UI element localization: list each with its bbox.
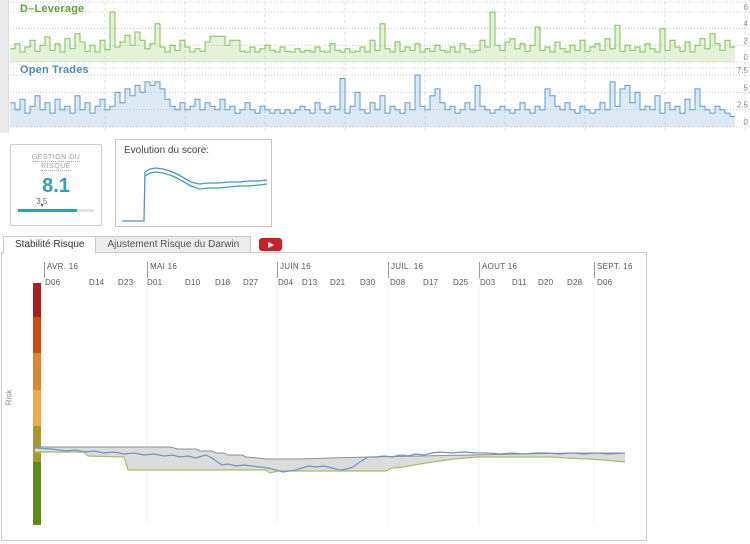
risk-color-scale (33, 283, 41, 525)
month-label: AOUT 16 (482, 262, 518, 271)
series-line (10, 11, 735, 53)
score-line (122, 167, 268, 222)
risk-tabs: Stabilité Risque Ajustement Risque du Da… (3, 236, 283, 254)
open-trades-chart-title: Open Trades (20, 64, 89, 76)
day-label: D04 (278, 278, 294, 287)
score-evolution-chart (122, 167, 268, 222)
day-label: D08 (390, 278, 406, 287)
gauge-title-line2: RISQUE (41, 163, 71, 171)
month-tick (147, 262, 148, 278)
risk-band-fill (35, 447, 625, 473)
gauge-score-value: 8.1 (42, 175, 70, 197)
month-tick (479, 262, 480, 278)
score-evolution-card: Evolution du score: (115, 139, 272, 227)
day-label: D03 (480, 278, 496, 287)
day-label: D23 (118, 278, 134, 287)
risk-stability-chart (34, 285, 626, 525)
day-label: D01 (147, 278, 163, 287)
month-tick (44, 262, 45, 278)
gauge-progress-fill (18, 209, 78, 212)
day-label: D28 (567, 278, 583, 287)
risk-scale-segment (33, 353, 41, 390)
y-axis-tick-label: 6 (744, 3, 749, 12)
var-green-line (35, 451, 626, 474)
score-line (144, 171, 268, 190)
gauge-title: GESTION DU RISQUE (11, 153, 101, 171)
y-axis-tick-label: 7.5 (737, 66, 749, 75)
top-timeseries-charts: 6 4 2 0 7.5 5 2.5 0 (10, 1, 750, 133)
series-fill (10, 12, 735, 62)
marker-down-icon: ▼ (39, 203, 45, 209)
day-label: D25 (453, 278, 469, 287)
risk-stability-panel: Risk AVR. 16 MAI 16 JUIN 16 JUIL. 16 AOUT 16… (1, 252, 647, 541)
var-blue-line (34, 447, 626, 473)
y-axis-tick-label: 4 (744, 20, 749, 29)
day-label: D30 (360, 278, 376, 287)
score-evolution-label: Evolution du score: (124, 145, 210, 156)
month-tick (594, 262, 595, 278)
risk-management-gauge: GESTION DU RISQUE 8.1 3,5 ▼ (10, 144, 102, 226)
series-fill (10, 75, 735, 127)
day-label: D10 (185, 278, 201, 287)
tab-ajustement-risque[interactable]: Ajustement Risque du Darwin (96, 236, 252, 253)
y-axis-tick-label: 0 (744, 118, 749, 127)
month-label: JUIL. 16 (391, 262, 424, 271)
day-label: D06 (45, 278, 61, 287)
gauge-progress-bar (18, 209, 94, 212)
month-tick (277, 262, 278, 278)
y-axis-tick-label: 5 (744, 83, 749, 92)
month-label: MAI 16 (150, 262, 178, 271)
band-top-line (35, 446, 625, 460)
gauge-title-line1: GESTION DU (31, 154, 81, 162)
risk-scale-segment (33, 317, 41, 353)
y-axis-tick-label: 2 (744, 36, 749, 45)
day-label: D21 (330, 278, 346, 287)
tab-stabilite-risque[interactable]: Stabilité Risque (3, 236, 97, 254)
month-label: SEPT. 16 (597, 262, 633, 271)
risk-scale-segment (33, 462, 41, 525)
day-label: D20 (538, 278, 554, 287)
y-axis-tick-label: 0 (744, 53, 749, 62)
day-label: D18 (215, 278, 231, 287)
page-edge-strip (0, 0, 9, 133)
day-label: D11 (512, 278, 527, 287)
play-icon (267, 241, 274, 248)
month-label: JUIN 16 (280, 262, 311, 271)
day-label: D13 (302, 278, 318, 287)
day-label: D14 (89, 278, 105, 287)
day-label: D27 (243, 278, 259, 287)
gauge-marker-value: 3,5 (36, 197, 48, 206)
risk-scale-segment (33, 283, 41, 317)
risk-scale-segment (33, 390, 41, 426)
day-label: D06 (597, 278, 613, 287)
series-line (10, 74, 735, 118)
leverage-chart-title: D–Leverage (20, 3, 85, 15)
y-axis-tick-label: 2.5 (737, 101, 749, 110)
risk-scale-segment (33, 426, 41, 462)
day-label: D17 (423, 278, 439, 287)
video-help-button[interactable] (259, 238, 283, 251)
month-label: AVR. 16 (47, 262, 79, 271)
month-tick (388, 262, 389, 278)
